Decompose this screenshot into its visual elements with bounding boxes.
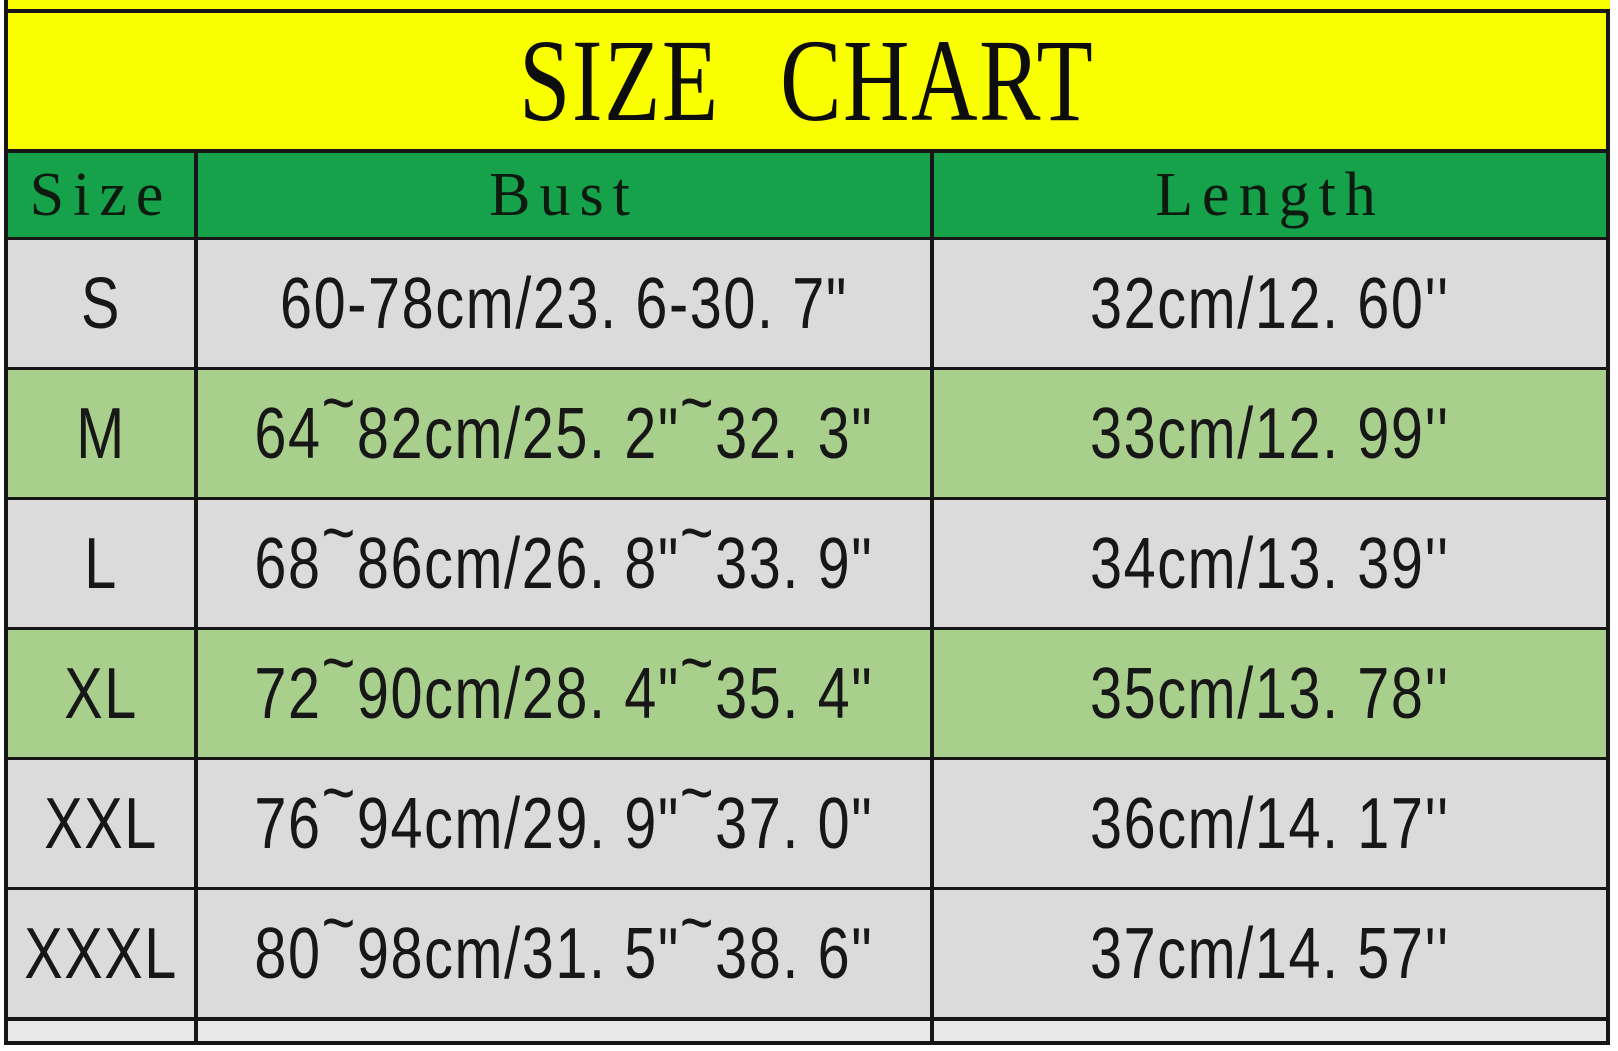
cell-bust: 80~98cm/31. 5"~38. 6" — [194, 890, 930, 1017]
column-header-bust: Bust — [194, 153, 930, 237]
table-row-xl: XL 72~90cm/28. 4"~35. 4" 35cm/13. 78'' — [8, 627, 1606, 757]
table-row-s: S 60-78cm/23. 6-30. 7" 32cm/12. 60'' — [8, 237, 1606, 367]
cell-bust: 60-78cm/23. 6-30. 7" — [194, 240, 930, 367]
size-chart-panel: SIZE CHART Size Bust Length S 60-78cm/23… — [4, 9, 1610, 1045]
title-band: SIZE CHART — [8, 13, 1606, 153]
cell-length: 36cm/14. 17'' — [930, 760, 1606, 887]
table-row-cropped — [8, 1017, 1606, 1041]
size-chart-table: Size Bust Length S 60-78cm/23. 6-30. 7" … — [8, 153, 1606, 1041]
table-header-row: Size Bust Length — [8, 153, 1606, 237]
cell-length: 37cm/14. 57'' — [930, 890, 1606, 1017]
cell-length — [930, 1021, 1606, 1041]
cell-size: L — [84, 523, 118, 604]
cell-size: XL — [64, 653, 138, 734]
cell-length: 33cm/12. 99'' — [930, 370, 1606, 497]
page-title: SIZE CHART — [519, 15, 1095, 146]
cell-length: 32cm/12. 60'' — [930, 240, 1606, 367]
cell-size: XXXL — [24, 913, 178, 994]
table-row-m: M 64~82cm/25. 2"~32. 3" 33cm/12. 99'' — [8, 367, 1606, 497]
top-yellow-sliver — [4, 0, 1610, 9]
cell-bust: 68~86cm/26. 8"~33. 9" — [194, 500, 930, 627]
cell-bust: 72~90cm/28. 4"~35. 4" — [194, 630, 930, 757]
cell-size — [8, 1021, 194, 1041]
cell-bust: 76~94cm/29. 9"~37. 0" — [194, 760, 930, 887]
table-row-l: L 68~86cm/26. 8"~33. 9" 34cm/13. 39'' — [8, 497, 1606, 627]
cell-size: M — [76, 393, 126, 474]
table-row-xxxl: XXXL 80~98cm/31. 5"~38. 6" 37cm/14. 57'' — [8, 887, 1606, 1017]
cell-length: 34cm/13. 39'' — [930, 500, 1606, 627]
column-header-length: Length — [930, 153, 1606, 237]
table-row-xxl: XXL 76~94cm/29. 9"~37. 0" 36cm/14. 17'' — [8, 757, 1606, 887]
cell-bust: 64~82cm/25. 2"~32. 3" — [194, 370, 930, 497]
cell-bust — [194, 1021, 930, 1041]
cell-size: XXL — [44, 783, 158, 864]
cell-size: S — [80, 263, 122, 344]
column-header-size: Size — [29, 160, 173, 229]
cell-length: 35cm/13. 78'' — [930, 630, 1606, 757]
